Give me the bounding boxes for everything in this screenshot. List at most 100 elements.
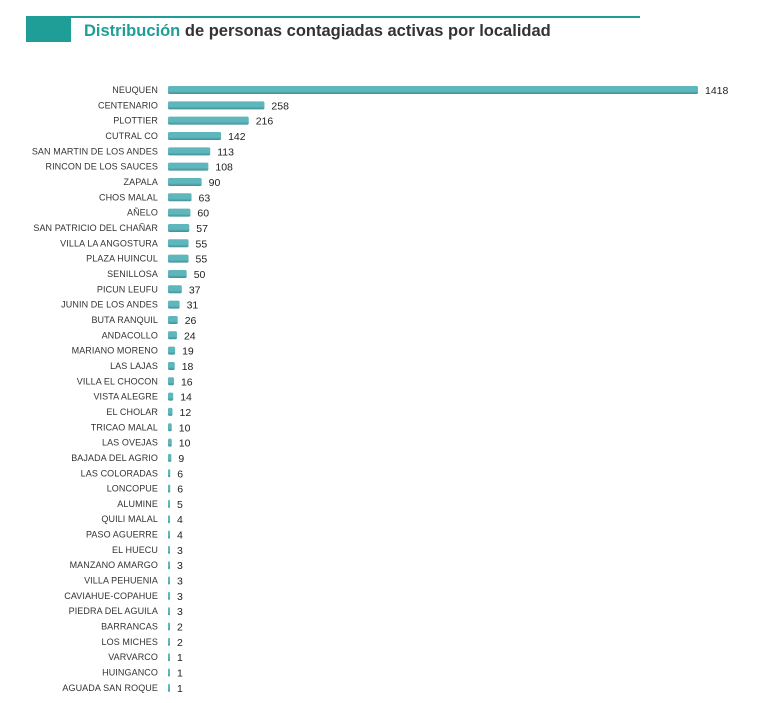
bar [168,223,190,232]
value-label: 50 [194,269,206,281]
value-label: 63 [199,192,211,204]
bar [168,469,171,478]
category-label: VILLA LA ANGOSTURA [60,238,158,248]
bar [168,515,170,524]
bar [168,668,170,677]
category-label: MANZANO AMARGO [70,560,158,570]
value-label: 24 [184,330,196,342]
category-label: EL CHOLAR [106,407,158,417]
category-label: HUINGANCO [102,668,158,678]
category-label: AÑELO [127,208,158,218]
category-label: VILLA EL CHOCON [77,376,158,386]
bar [168,622,170,631]
category-label: LOS MICHES [101,637,158,647]
category-label: SENILLOSA [107,269,158,279]
category-label: BUTA RANQUIL [91,315,158,325]
category-label: JUNIN DE LOS ANDES [61,300,158,310]
bar [168,147,211,156]
category-label: PLOTTIER [113,116,158,126]
bar [168,423,172,432]
value-label: 1 [177,668,183,680]
value-label: 10 [179,438,191,450]
value-label: 37 [189,284,201,296]
bar [168,193,192,202]
category-label: LAS OVEJAS [102,438,158,448]
value-label: 3 [177,576,183,588]
value-label: 3 [177,606,183,618]
bar [168,576,170,585]
bar [168,101,265,110]
category-label: NEUQUEN [112,85,158,95]
value-label: 3 [177,591,183,603]
bar [168,453,172,462]
value-label: 31 [187,300,199,312]
value-label: 108 [215,162,233,174]
bar [168,331,177,340]
value-label: 10 [179,422,191,434]
category-label: ALUMINE [117,499,158,509]
bar [168,131,222,140]
bar [168,208,191,217]
category-label: LAS COLORADAS [81,468,158,478]
category-label: ZAPALA [124,177,158,187]
category-label: LONCOPUE [107,484,158,494]
value-label: 113 [217,146,234,158]
category-label: CUTRAL CO [105,131,158,141]
chart-title-accent: Distribución [84,22,181,40]
value-label: 18 [182,361,194,373]
header-rule [26,16,640,18]
bar [168,438,172,447]
value-label: 16 [181,376,193,388]
category-label: CENTENARIO [98,100,158,110]
value-label: 12 [179,407,191,419]
value-label: 19 [182,346,194,358]
value-label: 14 [180,392,192,404]
bar [168,315,178,324]
bar [168,392,174,401]
category-label: CAVIAHUE-COPAHUE [64,591,158,601]
value-label: 142 [228,131,246,143]
category-label: VARVARCO [108,652,158,662]
bar [168,530,170,539]
category-label: TRICAO MALAL [91,422,158,432]
header-accent-block [26,16,71,42]
value-label: 9 [178,453,184,465]
bar [168,162,209,171]
value-label: 2 [177,622,183,634]
bar [168,285,182,294]
value-label: 55 [196,254,208,266]
bar [168,499,170,508]
value-label: 90 [209,177,221,189]
value-label: 57 [196,223,208,235]
bar [168,484,171,493]
bar [168,545,170,554]
category-label: RINCON DE LOS SAUCES [45,162,158,172]
bar [168,637,170,646]
bar [168,591,170,600]
value-label: 6 [177,484,183,496]
value-label: 26 [185,315,197,327]
category-label: AGUADA SAN ROQUE [62,683,158,693]
bar [168,177,202,186]
value-label: 5 [177,499,183,511]
bar [168,116,249,125]
bar [168,407,173,416]
value-label: 3 [177,545,183,557]
category-label: QUILI MALAL [101,514,158,524]
value-label: 216 [256,116,274,128]
bar [168,300,180,309]
bar [168,607,170,616]
category-label: BARRANCAS [101,622,158,632]
category-label: PASO AGUERRE [86,530,158,540]
bar [168,361,175,370]
bar [168,683,170,692]
category-label: PIEDRA DEL AGUILA [69,606,158,616]
bar [168,269,187,278]
value-label: 60 [197,208,209,220]
category-label: CHOS MALAL [99,192,158,202]
value-label: 2 [177,637,183,649]
category-label: VILLA PEHUENIA [84,576,158,586]
category-label: PICUN LEUFU [97,284,158,294]
bar [168,239,189,248]
